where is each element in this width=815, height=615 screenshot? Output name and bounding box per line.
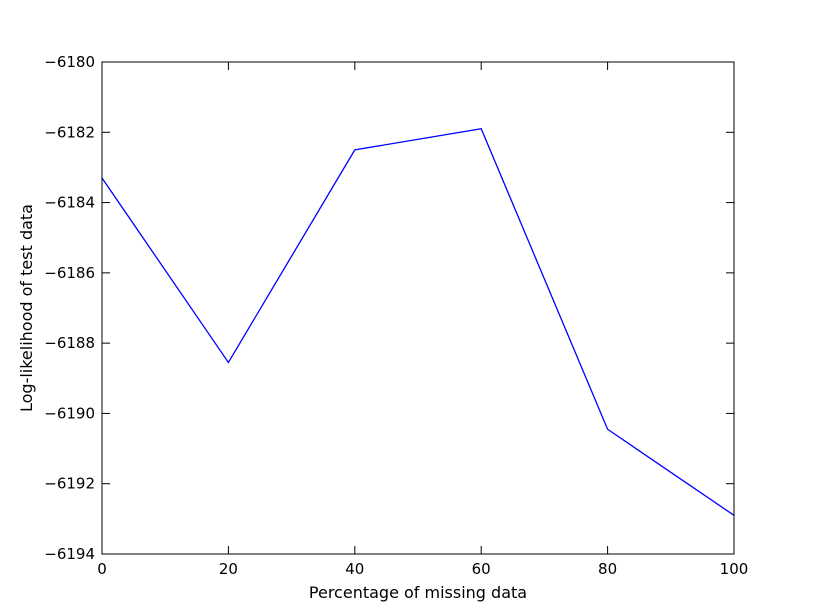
y-tick-label: −6180 (44, 53, 95, 71)
plot-frame (101, 61, 735, 555)
x-tick-label: 60 (472, 560, 491, 578)
plot-area (102, 62, 734, 554)
y-tick-label: −6188 (44, 334, 95, 352)
x-axis-label: Percentage of missing data (309, 583, 527, 602)
y-tick-label: −6192 (44, 475, 95, 493)
tick-labels-layer: 0 20 40 60 80 100 −6194 −6192 −6190 −6188 −6186 −61… (44, 53, 748, 578)
x-tick-label: 0 (97, 560, 107, 578)
y-tick-label: −6194 (44, 545, 95, 563)
y-tick-label: −6190 (44, 404, 95, 422)
series-layer (101, 128, 735, 516)
y-tick-label: −6186 (44, 264, 95, 282)
y-axis-label: Log-likelihood of test data (17, 204, 36, 412)
x-tick-label: 40 (345, 560, 364, 578)
y-tick-label: −6184 (44, 194, 95, 212)
series-line-0 (101, 128, 735, 516)
y-tick-label: −6182 (44, 123, 95, 141)
x-tick-label: 100 (720, 560, 749, 578)
x-tick-label: 20 (219, 560, 238, 578)
x-tick-label: 80 (598, 560, 617, 578)
